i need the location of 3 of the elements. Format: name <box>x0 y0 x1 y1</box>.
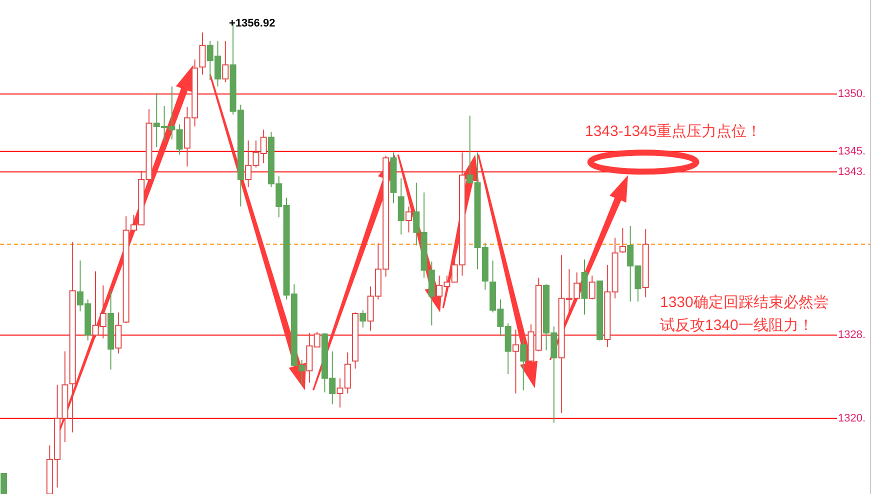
annotation: +1356.92 <box>229 18 276 30</box>
annotation: 1343-1345重点压力点位！ <box>585 123 762 140</box>
annotation: 1330确定回踩结束必然尝试反攻1340一线阻力！ <box>660 294 828 334</box>
